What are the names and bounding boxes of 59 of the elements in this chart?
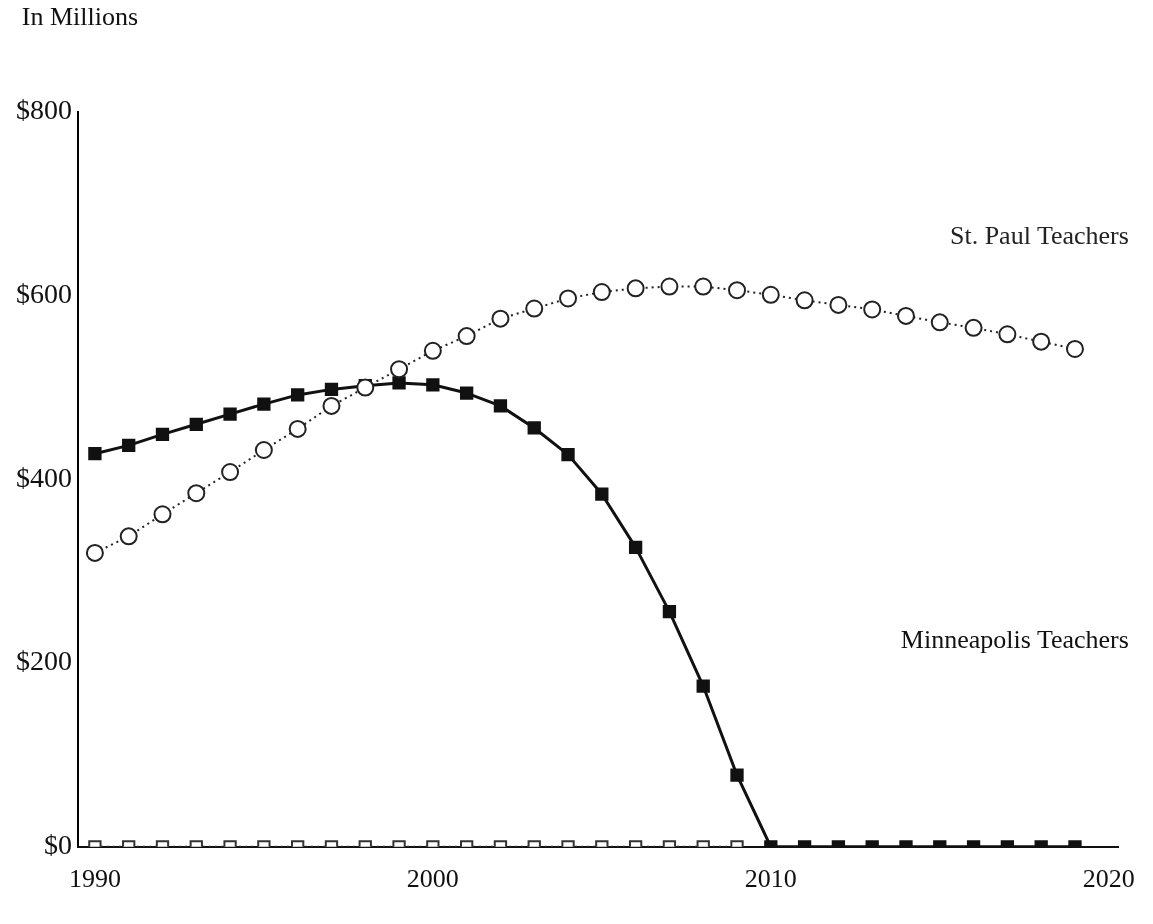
x-tick-label: 2000 [406,864,459,894]
point [628,540,643,555]
point [561,447,575,462]
point [155,427,170,442]
point [930,313,949,332]
point [662,605,677,619]
point [795,291,814,310]
point [257,397,271,411]
point [322,396,341,415]
y-tick-label: $800 [16,94,72,126]
point [324,382,339,397]
y-tick-label: $200 [16,645,72,677]
point [85,543,104,562]
point [829,295,848,314]
point [491,309,510,328]
point [761,285,780,304]
point [998,325,1017,344]
point [1065,339,1084,358]
x-tick-label: 1990 [68,864,121,894]
point [896,306,915,325]
point [189,417,203,431]
point [187,484,206,503]
point [390,360,409,379]
point [527,421,541,435]
point [254,441,273,460]
point [964,318,983,337]
point [592,283,611,302]
point [525,299,544,318]
point [728,281,747,300]
point [595,487,609,501]
point [426,378,440,392]
text: Minneapolis Teachers [900,624,1129,654]
point [122,438,136,453]
point [459,386,474,400]
x-tick-label: 2010 [744,864,797,894]
point [423,341,442,360]
text: St. Paul Teachers [949,220,1129,250]
point [153,505,172,524]
point [493,399,508,413]
point [1032,332,1051,351]
point [559,289,578,308]
point [694,277,713,296]
point [356,378,375,397]
point [457,327,476,346]
point [288,419,307,438]
point [119,527,138,546]
point [660,277,679,296]
point [223,407,237,421]
point [221,463,240,482]
y-tick-label: $0 [44,829,72,861]
point [392,376,406,390]
x-tick-label: 2020 [1082,864,1135,894]
point [291,388,305,402]
point [626,279,645,298]
y-axis-title: In Millions [20,2,140,32]
y-tick-label: $600 [16,278,72,310]
y-tick-label: $400 [16,461,72,493]
point [863,300,882,319]
point [88,447,102,461]
